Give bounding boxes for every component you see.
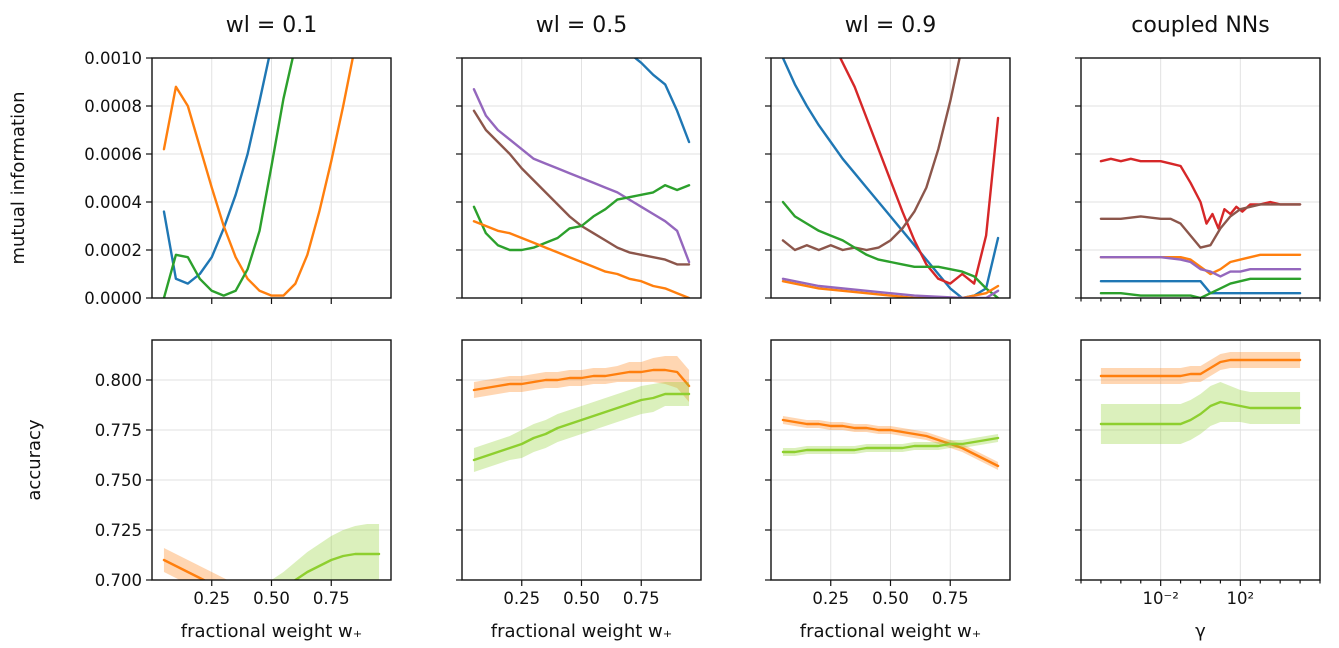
series-line-lightgreen [1099,400,1302,426]
x-tick-label: 0.50 [253,589,290,608]
panel-mi-wl09 [765,57,1011,304]
x-tick-label: 10² [1227,589,1255,608]
y-tick-label: 0.0006 [84,145,142,164]
panel-mi-coupled [1075,57,1321,304]
x-tick-label: 0.75 [313,589,350,608]
column-title: wl = 0.5 [536,13,628,38]
x-tick-label: 0.75 [623,589,660,608]
panel-acc-wl01: 0.700 0.725 0.750 0.775 0.800 0.25 0.50 0.75 [95,339,392,608]
series-line-lightgreen [472,392,691,462]
y-tick-label: 0.0004 [84,193,142,212]
x-tick-label: 0.75 [932,589,969,608]
panel-mi-wl05 [456,57,702,304]
panel-mi-wl01: 0.0000 0.0002 0.0004 0.0006 0.0008 0.0010 [84,49,392,308]
column-title: coupled NNs [1131,13,1269,38]
x-tick-label: 0.25 [193,589,230,608]
series-line-lightgreen [293,552,381,580]
y-axis-label-mutual-information: mutual information [8,91,29,264]
series-line-lightgreen [781,436,1000,454]
x-axis-label: fractional weight w₊ [181,621,363,642]
y-tick-label: 0.725 [95,521,142,540]
series-line-orange [162,558,207,580]
y-tick-label: 0.700 [95,571,142,590]
series-line-purple [781,277,1000,298]
confidence-band-lightgreen [473,382,690,472]
x-tick-label: 0.25 [503,589,540,608]
y-tick-label: 0.0010 [84,49,142,68]
series-line-blue [633,58,691,144]
x-tick-label: 10⁻² [1143,589,1179,608]
panel-acc-wl09: 0.25 0.50 0.75 [765,339,1011,608]
series-line-green [1099,277,1302,298]
y-tick-label: 0.0008 [84,97,142,116]
panel-acc-wl05: 0.25 0.50 0.75 [456,339,702,608]
column-title: wl = 0.1 [226,13,318,38]
confidence-band-orange [1100,352,1301,384]
series-line-green [781,200,1000,298]
series-line-orange [472,219,691,298]
axes-frame [1080,57,1321,299]
x-axis-label: fractional weight w₊ [491,621,673,642]
series-line-orange [1099,358,1302,378]
x-tick-label: 0.50 [872,589,909,608]
series-line-brown [1099,203,1302,249]
series-line-orange [472,368,691,392]
confidence-band-orange [782,416,999,470]
x-tick-label: 0.50 [563,589,600,608]
series-line-orange [781,418,1000,468]
x-axis-label: fractional weight w₊ [800,621,982,642]
series-line-green [162,58,294,298]
y-tick-label: 0.0000 [84,289,142,308]
panel-acc-coupled: 10⁻² 10² [1075,339,1321,608]
series-line-blue [781,58,1000,298]
y-axis-label-accuracy: accuracy [24,419,45,501]
y-tick-label: 0.750 [95,471,142,490]
y-tick-label: 0.800 [95,371,142,390]
y-tick-label: 0.0002 [84,241,142,260]
x-axis-label: γ [1195,621,1206,642]
confidence-band-lightgreen [271,524,380,580]
series-line-orange [781,280,1000,298]
series-line-green [472,183,691,252]
series-line-red [838,58,1000,285]
series-line-purple [472,87,691,264]
column-title: wl = 0.9 [845,13,937,38]
x-tick-label: 0.25 [812,589,849,608]
series-line-purple [1099,256,1302,278]
series-line-blue [1099,280,1302,295]
confidence-band-orange [163,548,228,580]
series-line-brown [781,58,961,252]
series-line-orange [162,58,354,297]
series-line-blue [162,58,271,285]
y-tick-label: 0.775 [95,421,142,440]
